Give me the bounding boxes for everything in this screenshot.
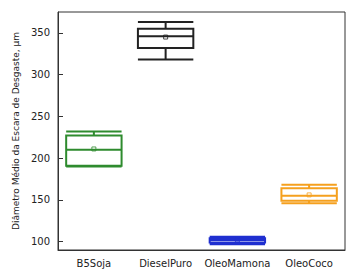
svg-text:250: 250 (31, 111, 50, 122)
svg-text:200: 200 (31, 153, 50, 164)
svg-text:OleoMamona: OleoMamona (204, 258, 270, 269)
svg-text:B5Soja: B5Soja (77, 258, 112, 269)
svg-text:OleoCoco: OleoCoco (285, 258, 333, 269)
svg-text:300: 300 (31, 69, 50, 80)
svg-text:100: 100 (31, 236, 50, 247)
svg-text:350: 350 (31, 27, 50, 38)
svg-text:DieselPuro: DieselPuro (139, 258, 192, 269)
svg-text:150: 150 (31, 194, 50, 205)
svg-text:Diâmetro Médio da Escara de De: Diâmetro Médio da Escara de Desgaste, µm (11, 32, 21, 230)
